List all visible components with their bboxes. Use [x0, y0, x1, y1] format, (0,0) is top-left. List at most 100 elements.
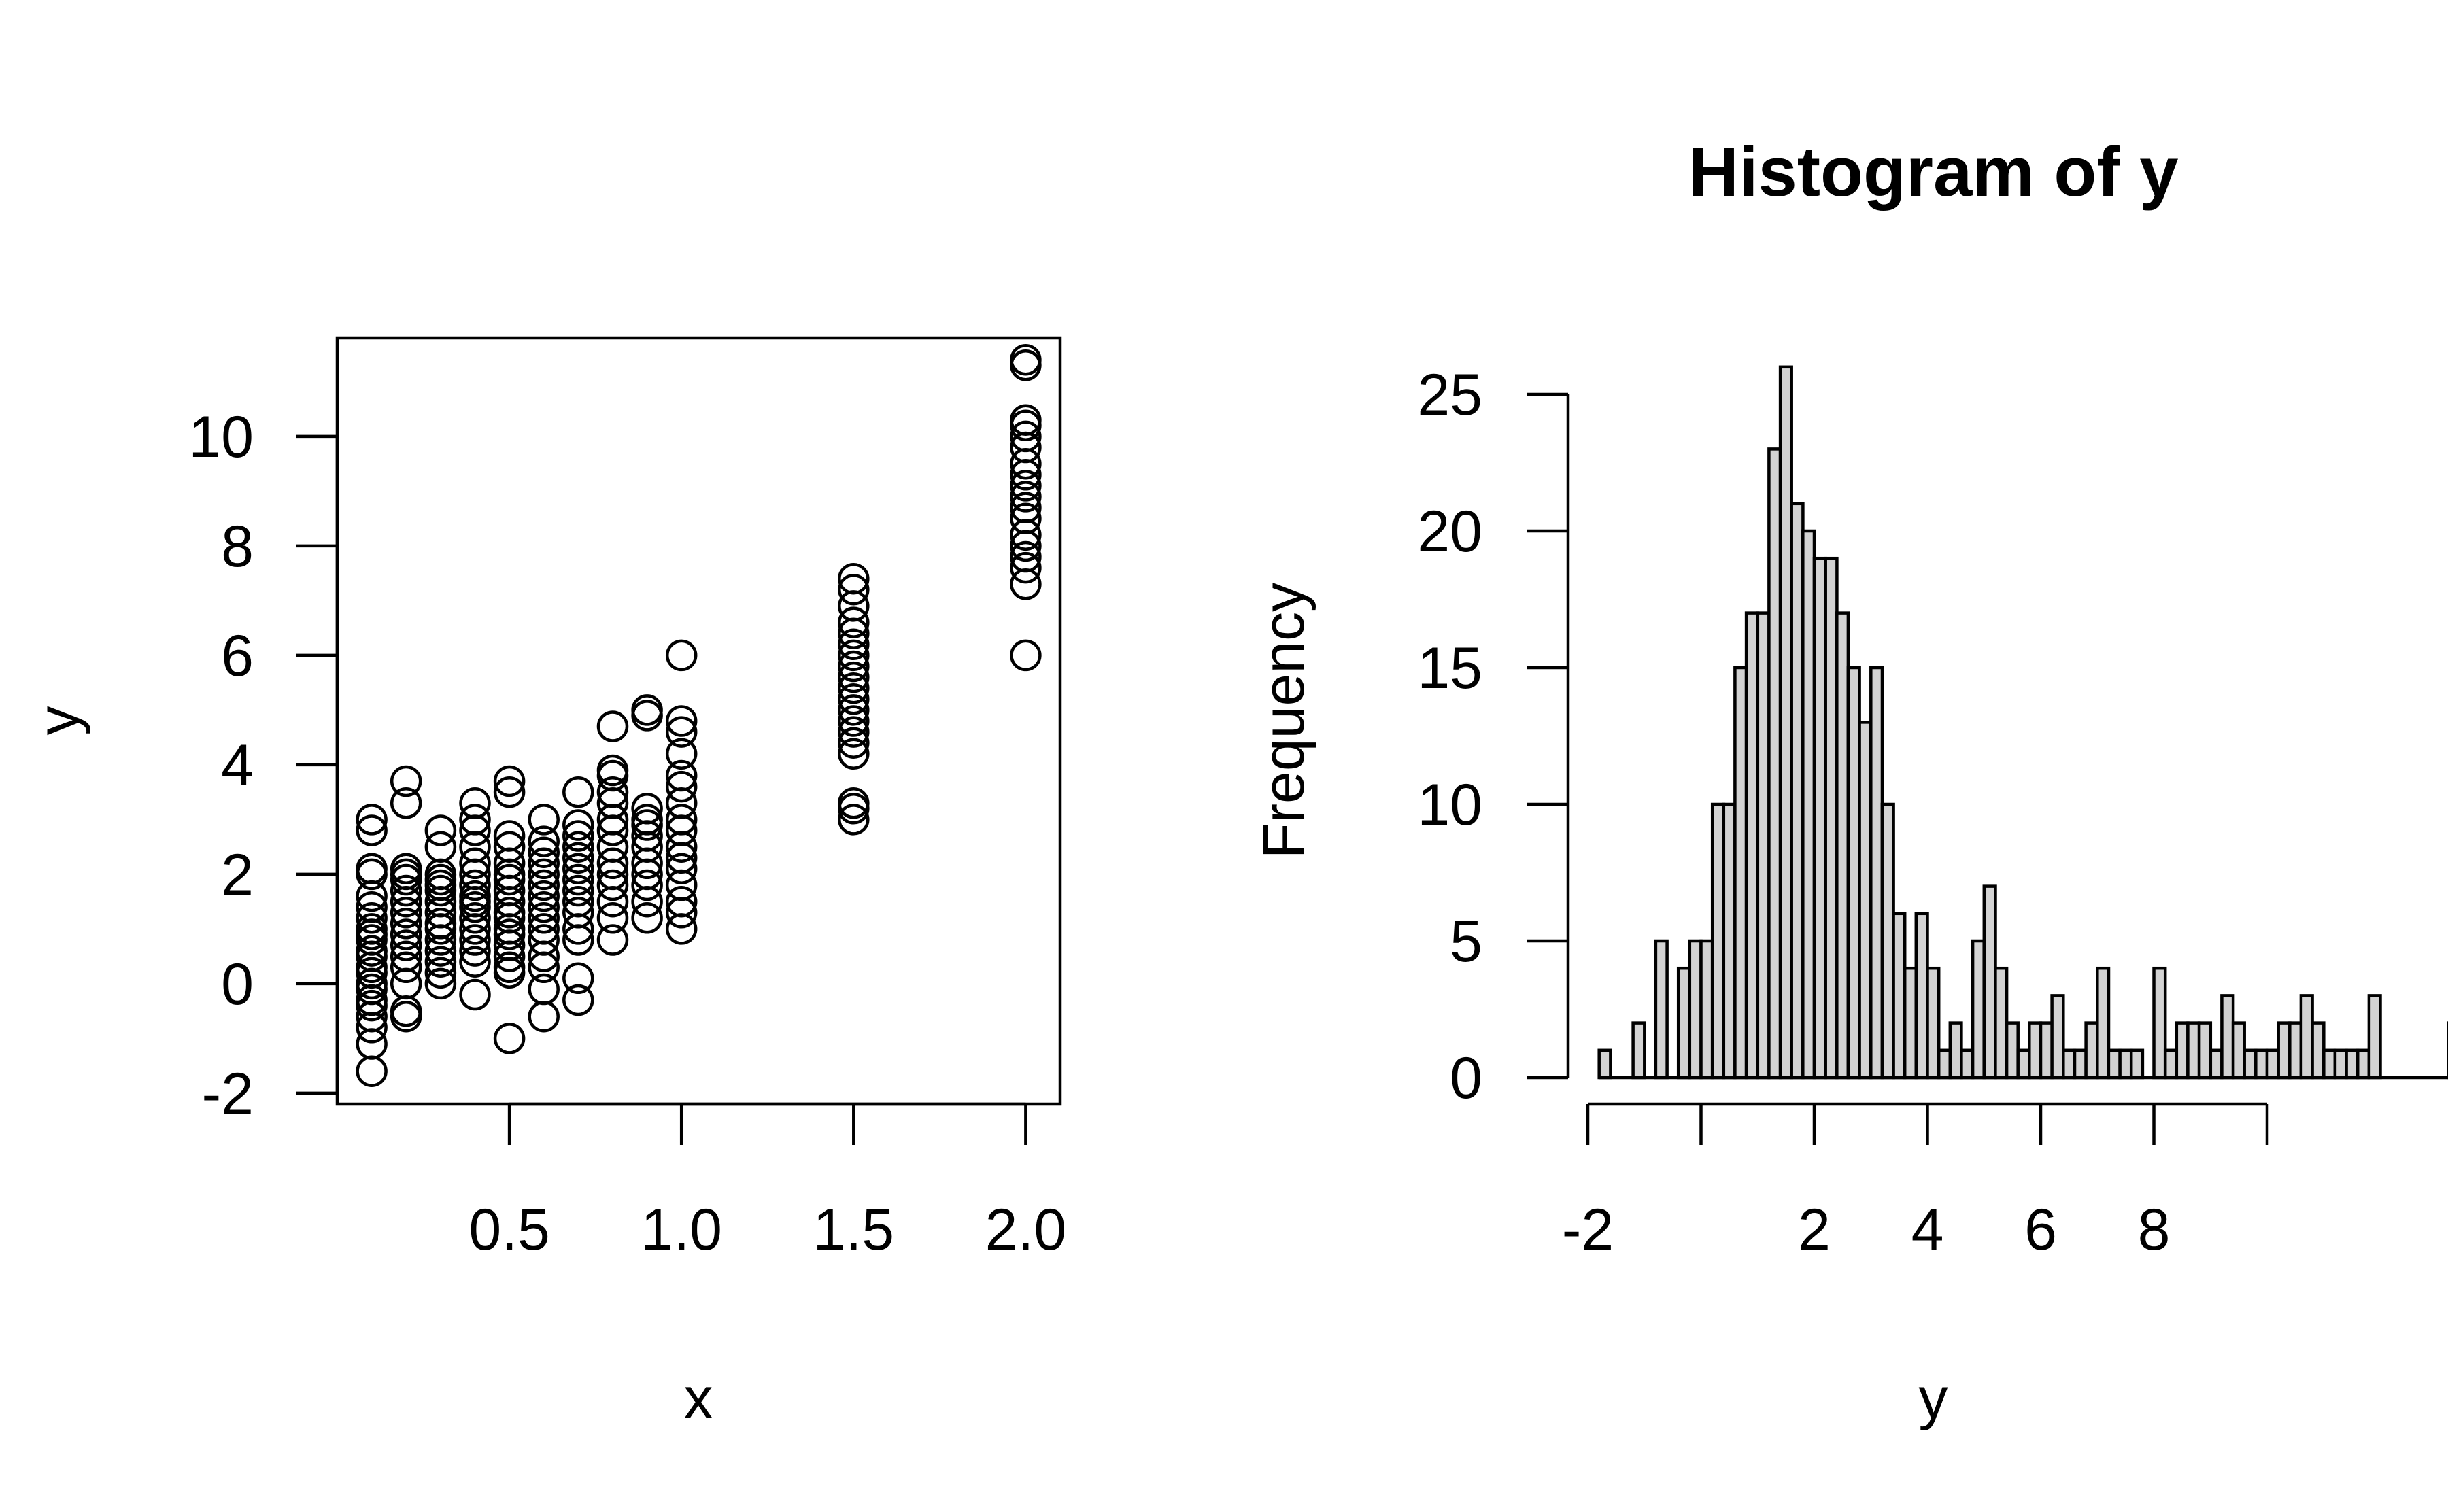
histogram-x-tick-label: -2	[1562, 1197, 1614, 1262]
scatter-point	[631, 885, 663, 918]
scatter-plot-panel: 0.5 1.0 1.5 2.0 -2 0 2 4 6 8 10 x y	[26, 336, 1067, 1431]
scatter-point	[838, 694, 870, 726]
scatter-point	[390, 874, 422, 907]
histogram-bar	[2288, 1021, 2303, 1080]
scatter-point	[459, 978, 491, 1011]
scatter-x-axis-title: x	[684, 1366, 713, 1431]
histogram-bar	[1846, 666, 1861, 1080]
histogram-bar	[1994, 966, 2009, 1080]
histogram-bar	[2163, 1048, 2179, 1080]
scatter-point	[665, 787, 698, 819]
histogram-bar	[2367, 994, 2382, 1080]
scatter-point	[424, 967, 457, 1000]
histogram-x-tick-label: 8	[2138, 1197, 2171, 1262]
histogram-x-tick-label: 2	[1798, 1197, 1831, 1262]
histogram-bar	[2129, 1048, 2145, 1080]
histogram-bar	[2118, 1048, 2133, 1080]
scatter-point	[838, 672, 870, 704]
scatter-point	[1010, 639, 1042, 672]
scatter-point	[665, 738, 698, 770]
scatter-point	[1010, 404, 1042, 436]
scatter-point	[665, 804, 698, 836]
scatter-point	[356, 1055, 388, 1087]
scatter-point	[528, 869, 560, 901]
scatter-point	[459, 831, 491, 863]
scatter-point	[562, 874, 594, 907]
scatter-point	[356, 902, 388, 934]
histogram-bar	[1722, 802, 1737, 1080]
scatter-point	[493, 820, 526, 852]
scatter-point	[1010, 343, 1042, 376]
scatter-y-tick-label: -2	[202, 1061, 254, 1127]
scatter-point	[390, 897, 422, 929]
scatter-point	[390, 787, 422, 819]
scatter-point	[424, 831, 457, 863]
histogram-bar	[1982, 884, 1997, 1080]
scatter-point	[356, 1028, 388, 1060]
histogram-y-tick-label: 0	[1450, 1046, 1482, 1111]
histogram-bar	[1631, 1021, 1646, 1080]
scatter-plot-frame	[335, 336, 1062, 1106]
scatter-point	[493, 1023, 526, 1054]
scatter-point	[838, 590, 870, 622]
histogram-panel: Histogram of y -2 2 4 6 8 0 5 10 15 20 25 y Frequ…	[1251, 133, 2448, 1431]
histogram-bar	[1948, 1021, 1963, 1080]
scatter-point	[356, 853, 388, 885]
histogram-y-tick-label: 25	[1417, 362, 1482, 428]
histogram-bar	[1767, 447, 1782, 1080]
histogram-bar	[1756, 611, 1771, 1080]
histogram-bar	[1926, 966, 1941, 1080]
scatter-point	[493, 776, 526, 808]
histogram-title: Histogram of y	[1688, 133, 2178, 211]
histogram-x-axis-title: y	[1919, 1366, 1948, 1431]
scatter-point	[838, 606, 870, 638]
scatter-y-tick-label: 2	[221, 842, 254, 908]
scatter-point	[1010, 540, 1042, 573]
scatter-point	[838, 562, 870, 595]
scatter-point	[390, 853, 422, 885]
scatter-point	[838, 787, 870, 819]
scatter-point	[562, 842, 594, 874]
histogram-bar	[1744, 611, 1760, 1080]
histogram-bar	[1699, 939, 1714, 1080]
scatter-point	[838, 661, 870, 693]
histogram-y-tick-label: 20	[1417, 499, 1482, 564]
scatter-point	[1010, 502, 1042, 534]
histogram-bar	[2333, 1048, 2348, 1080]
histogram-x-axis: -2 2 4 6 8	[1562, 1102, 2269, 1262]
histogram-bar	[1733, 666, 1748, 1080]
scatter-point	[1010, 481, 1042, 513]
histogram-bar	[2197, 1021, 2213, 1080]
histogram-bar	[1688, 939, 1703, 1080]
scatter-point	[459, 924, 491, 956]
histogram-bar	[2311, 1021, 2326, 1080]
scatter-point	[596, 924, 629, 956]
scatter-point	[596, 869, 629, 901]
scatter-point	[665, 770, 698, 803]
scatter-point	[390, 951, 422, 984]
scatter-point	[838, 574, 870, 606]
scatter-point	[356, 891, 388, 923]
scatter-point	[356, 913, 388, 945]
scatter-point	[390, 908, 422, 940]
scatter-point	[838, 650, 870, 683]
scatter-point	[665, 869, 698, 901]
scatter-point	[528, 913, 560, 945]
histogram-bar	[2016, 1048, 2031, 1080]
scatter-point	[1010, 470, 1042, 502]
histogram-bar	[2050, 994, 2065, 1080]
scatter-point	[528, 847, 560, 880]
histogram-x-tick-label: 6	[2024, 1197, 2057, 1262]
scatter-x-tick-label: 2.0	[985, 1197, 1067, 1262]
scatter-y-tick-label: 4	[221, 733, 254, 798]
scatter-point	[493, 765, 526, 797]
scatter-point	[665, 759, 698, 792]
scatter-point	[596, 885, 629, 918]
scatter-x-axis: 0.5 1.0 1.5 2.0	[469, 1102, 1067, 1262]
histogram-bar	[2209, 1048, 2224, 1080]
histogram-bar	[1880, 802, 1895, 1080]
scatter-points	[356, 343, 1042, 1087]
histogram-bar	[2005, 1021, 2020, 1080]
scatter-point	[562, 897, 594, 929]
